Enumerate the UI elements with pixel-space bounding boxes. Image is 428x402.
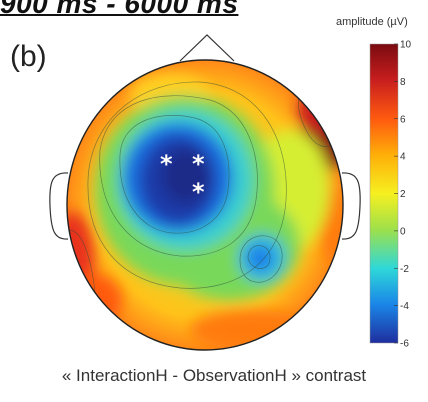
colorbar-tick-label: 6: [400, 114, 406, 125]
significance-markers: * **: [160, 150, 205, 206]
colorbar-tick-label: 0: [400, 226, 406, 237]
colorbar-title: amplitude (µV): [336, 16, 408, 28]
nose-outline: [179, 34, 235, 62]
colorbar-tick-label: 8: [400, 77, 406, 88]
colorbar-tick-label: -6: [400, 339, 409, 350]
left-ear-outline: [49, 172, 69, 240]
colorbar-tick-label: 2: [400, 189, 406, 200]
significance-asterisk: *: [192, 178, 205, 206]
panel-label: (b): [10, 40, 47, 73]
colorbar-scale: [369, 43, 399, 344]
time-window-heading: 900 ms - 6000 ms: [0, 0, 239, 19]
significance-asterisk: *: [160, 150, 173, 178]
colorbar-tick-label: -2: [400, 264, 409, 275]
colorbar-tick-label: 10: [400, 40, 412, 51]
contrast-caption: « InteractionH - ObservationH » contrast: [61, 366, 367, 385]
colorbar-tick-label: 4: [400, 152, 406, 163]
colorbar-tick-label: -4: [400, 301, 409, 312]
colorbar-ticks: 10 8 6 4 2 0 -2 -4 -6: [394, 40, 412, 350]
significance-asterisk: *: [192, 150, 205, 178]
head-outline: [66, 59, 344, 351]
right-ear-outline: [341, 172, 361, 240]
